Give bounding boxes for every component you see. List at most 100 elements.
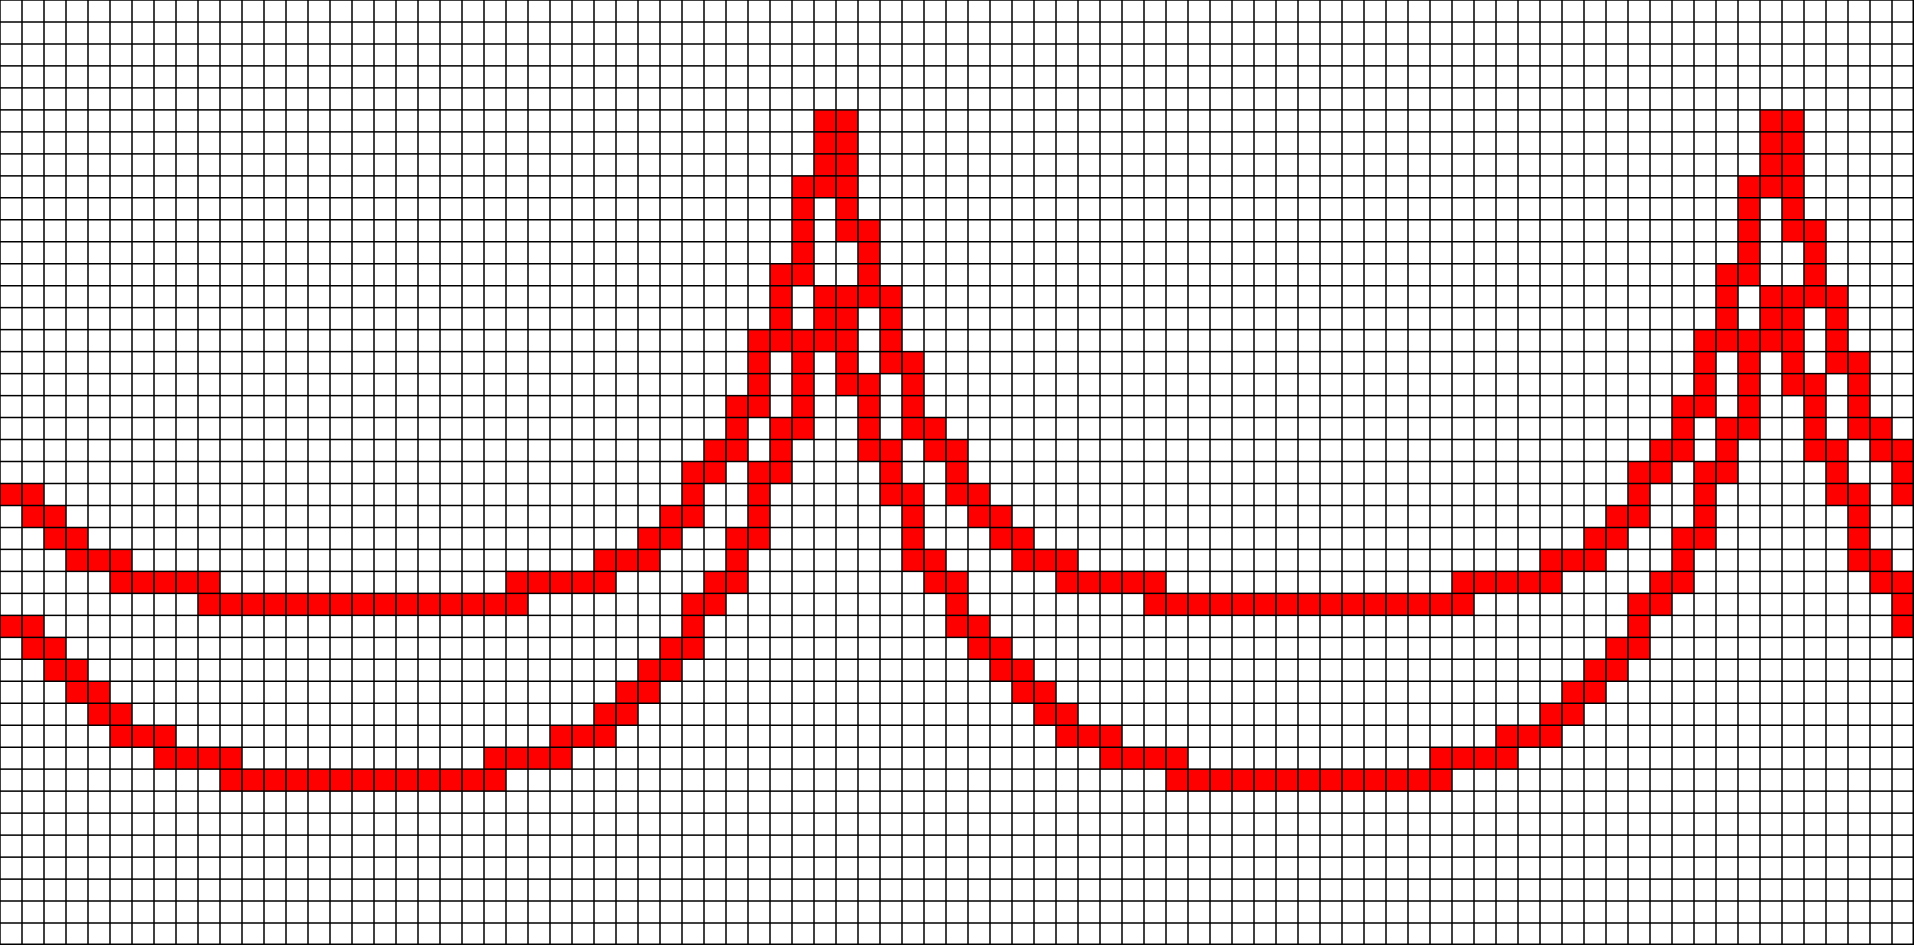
filled-cell [1518, 571, 1540, 594]
filled-cell [1848, 527, 1870, 550]
filled-cell [154, 571, 176, 594]
filled-cell [1254, 769, 1276, 792]
filled-cell [946, 571, 968, 594]
filled-cell [1804, 241, 1826, 264]
filled-cell [88, 681, 110, 704]
filled-cell [858, 263, 880, 286]
filled-cell [814, 175, 836, 198]
filled-cell [836, 373, 858, 396]
filled-cell [1628, 505, 1650, 528]
filled-cell [550, 747, 572, 770]
filled-cell [638, 527, 660, 550]
filled-cell [528, 571, 550, 594]
filled-cell [396, 769, 418, 792]
filled-cell [1034, 549, 1056, 572]
filled-cell [110, 703, 132, 726]
filled-cell [638, 681, 660, 704]
filled-cell [792, 351, 814, 374]
filled-cell [264, 769, 286, 792]
filled-cell [1122, 571, 1144, 594]
filled-cell [1782, 175, 1804, 198]
filled-cell [814, 153, 836, 176]
filled-cell [220, 747, 242, 770]
filled-cell [704, 593, 726, 616]
filled-cell [1738, 241, 1760, 264]
filled-cell [1870, 549, 1892, 572]
filled-cell [374, 593, 396, 616]
filled-cell [1782, 197, 1804, 220]
filled-cell [1628, 593, 1650, 616]
filled-cell [1276, 769, 1298, 792]
filled-cell [1210, 593, 1232, 616]
filled-cell [836, 153, 858, 176]
filled-cell [1628, 637, 1650, 660]
filled-cell [968, 637, 990, 660]
filled-cell [1892, 615, 1914, 638]
filled-cell [660, 637, 682, 660]
filled-cell [352, 769, 374, 792]
filled-cell [506, 593, 528, 616]
filled-cell [1012, 681, 1034, 704]
filled-cell [352, 593, 374, 616]
filled-cell [1694, 527, 1716, 550]
filled-cell [682, 483, 704, 506]
filled-cell [1782, 307, 1804, 330]
filled-cell [924, 439, 946, 462]
filled-cell [1474, 747, 1496, 770]
filled-cell [484, 769, 506, 792]
filled-cell [880, 483, 902, 506]
filled-cell [880, 461, 902, 484]
filled-cell [1562, 681, 1584, 704]
filled-cell [1782, 131, 1804, 154]
filled-cell [198, 571, 220, 594]
filled-cell [1782, 219, 1804, 242]
filled-cell [330, 593, 352, 616]
filled-cell [110, 725, 132, 748]
filled-cell [506, 747, 528, 770]
filled-cell [792, 329, 814, 352]
filled-cell [88, 549, 110, 572]
filled-cell [1100, 747, 1122, 770]
filled-cell [616, 703, 638, 726]
filled-cell [550, 725, 572, 748]
filled-cell [440, 769, 462, 792]
filled-cell [66, 527, 88, 550]
filled-cell [1826, 483, 1848, 506]
filled-cell [880, 351, 902, 374]
filled-cell [1012, 527, 1034, 550]
filled-cell [1430, 769, 1452, 792]
filled-cell [1782, 351, 1804, 374]
filled-cell [1738, 219, 1760, 242]
filled-cell [726, 395, 748, 418]
filled-cell [1672, 417, 1694, 440]
filled-cell [726, 549, 748, 572]
filled-cell [880, 329, 902, 352]
filled-cell [66, 659, 88, 682]
filled-cell [44, 637, 66, 660]
filled-cell [770, 417, 792, 440]
filled-cell [1848, 351, 1870, 374]
filled-cell [1650, 571, 1672, 594]
filled-cell [1760, 109, 1782, 132]
filled-cell [1078, 571, 1100, 594]
filled-cell [1804, 439, 1826, 462]
filled-cell [1826, 307, 1848, 330]
filled-cell [1320, 769, 1342, 792]
filled-cell [594, 725, 616, 748]
filled-cell [1892, 439, 1914, 462]
filled-cell [726, 417, 748, 440]
filled-cell [1870, 571, 1892, 594]
filled-cell [1716, 461, 1738, 484]
filled-cell [1760, 131, 1782, 154]
filled-cell [1804, 219, 1826, 242]
filled-cell [660, 527, 682, 550]
filled-cell [22, 483, 44, 506]
filled-cell [1056, 703, 1078, 726]
filled-cell [836, 351, 858, 374]
filled-cell [1848, 483, 1870, 506]
filled-cell [990, 659, 1012, 682]
filled-cell [1804, 263, 1826, 286]
filled-cell [968, 505, 990, 528]
filled-cell [1584, 527, 1606, 550]
filled-cell [836, 219, 858, 242]
